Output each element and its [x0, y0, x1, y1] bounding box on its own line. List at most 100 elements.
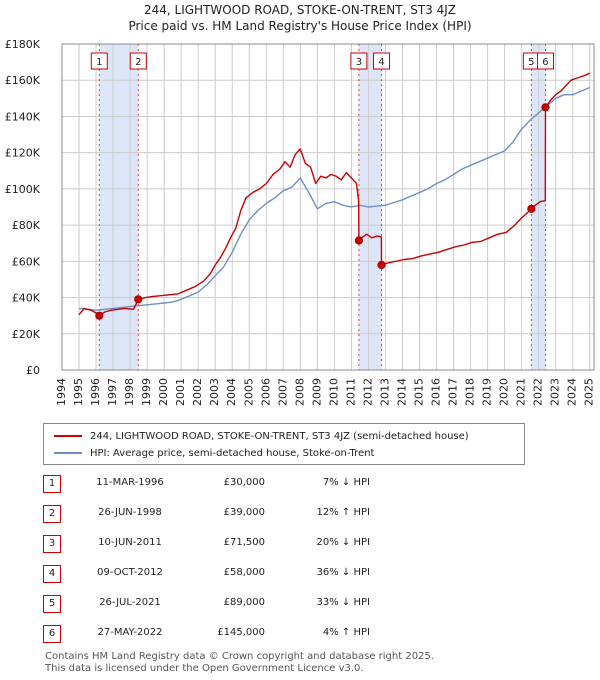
x-tick-label: 2003	[208, 378, 221, 406]
y-tick-label: £60K	[12, 255, 41, 268]
legend-label-hpi: HPI: Average price, semi-detached house,…	[90, 447, 375, 459]
x-tick-label: 2022	[532, 378, 545, 406]
sale-marker-box	[90, 52, 108, 70]
x-tick-label: 2015	[413, 378, 426, 406]
transaction-number: 4	[43, 565, 61, 583]
sale-marker-label: 5	[528, 57, 534, 68]
hpi-line	[78, 86, 590, 311]
x-tick-label: 1997	[106, 378, 119, 406]
x-tick-label: 2013	[378, 378, 391, 406]
transaction-date: 09-OCT-2012	[97, 567, 163, 578]
plot-border	[61, 43, 595, 371]
price-paid-line	[78, 72, 591, 317]
transaction-number: 6	[43, 625, 61, 643]
x-tick-label: 2006	[259, 378, 272, 406]
y-tick-label: £140K	[5, 110, 41, 123]
transaction-price: £89,000	[223, 597, 265, 608]
chart-legend: 244, LIGHTWOOD ROAD, STOKE-ON-TRENT, ST3…	[43, 423, 525, 465]
x-tick-label: 2021	[515, 378, 528, 406]
transaction-number: 1	[43, 475, 61, 493]
shaded-span	[99, 44, 139, 370]
legend-swatch-price	[54, 435, 82, 437]
x-tick-label: 2010	[327, 378, 340, 406]
plot-area	[62, 44, 594, 370]
chart-title: 244, LIGHTWOOD ROAD, STOKE-ON-TRENT, ST3…	[143, 3, 456, 17]
footer-copyright: Contains HM Land Registry data © Crown c…	[45, 651, 434, 662]
sale-marker-label: 2	[135, 57, 141, 68]
sale-point	[134, 295, 143, 304]
x-tick-label: 2002	[191, 378, 204, 406]
y-tick-label: £160K	[5, 74, 41, 87]
x-tick-label: 2007	[276, 378, 289, 406]
transaction-date: 11-MAR-1996	[96, 477, 164, 488]
sale-point	[354, 236, 363, 245]
legend-label-price: 244, LIGHTWOOD ROAD, STOKE-ON-TRENT, ST3…	[90, 430, 469, 442]
y-tick-label: £0	[26, 364, 40, 377]
x-tick-label: 2020	[498, 378, 511, 406]
y-tick-label: £180K	[5, 38, 41, 51]
x-tick-label: 2008	[293, 378, 306, 406]
x-tick-label: 2016	[430, 378, 443, 406]
x-tick-label: 1999	[140, 378, 153, 406]
transaction-price: £145,000	[217, 627, 265, 638]
x-tick-label: 2000	[157, 378, 170, 406]
transaction-hpi-diff: 4% ↑ HPI	[322, 627, 370, 638]
transaction-hpi-diff: 33% ↓ HPI	[316, 597, 370, 608]
x-tick-label: 2001	[174, 378, 187, 406]
transaction-hpi-diff: 20% ↓ HPI	[316, 537, 370, 548]
x-tick-label: 2012	[361, 378, 374, 406]
sale-marker-label: 1	[96, 57, 102, 68]
x-tick-label: 1998	[123, 378, 136, 406]
x-tick-label: 2017	[447, 378, 460, 406]
x-tick-label: 2025	[583, 378, 596, 406]
x-tick-label: 2004	[225, 378, 238, 406]
x-tick-label: 2024	[566, 378, 579, 406]
transaction-hpi-diff: 36% ↓ HPI	[316, 567, 370, 578]
sale-marker-label: 6	[542, 57, 548, 68]
table-row: 6 27-MAY-2022 £145,000 4% ↑ HPI	[0, 625, 600, 645]
table-row: 2 26-JUN-1998 £39,000 12% ↑ HPI	[0, 505, 600, 525]
transaction-price: £71,500	[223, 537, 265, 548]
transaction-price: £39,000	[223, 507, 265, 518]
y-tick-label: £100K	[5, 183, 41, 196]
y-tick-label: £40K	[12, 292, 41, 305]
x-tick-label: 2023	[549, 378, 562, 406]
x-tick-label: 1996	[89, 378, 102, 406]
y-tick-label: £20K	[12, 328, 41, 341]
sale-point	[541, 103, 550, 112]
sale-marker-box	[373, 52, 391, 70]
transaction-hpi-diff: 7% ↓ HPI	[322, 477, 370, 488]
y-tick-label: £80K	[12, 219, 41, 232]
x-tick-label: 2018	[464, 378, 477, 406]
x-tick-label: 2005	[242, 378, 255, 406]
transaction-date: 26-JUL-2021	[99, 597, 161, 608]
legend-entry-hpi: HPI: Average price, semi-detached house,…	[54, 445, 374, 461]
x-tick-label: 2011	[344, 378, 357, 406]
table-row: 4 09-OCT-2012 £58,000 36% ↓ HPI	[0, 565, 600, 585]
table-row: 5 26-JUL-2021 £89,000 33% ↓ HPI	[0, 595, 600, 615]
sale-marker-label: 4	[378, 57, 384, 68]
chart-subtitle: Price paid vs. HM Land Registry's House …	[128, 19, 472, 33]
x-tick-label: 2014	[395, 378, 408, 406]
footer-licence: This data is licensed under the Open Gov…	[45, 663, 364, 674]
transaction-number: 2	[43, 505, 61, 523]
sale-point	[95, 311, 104, 320]
transaction-price: £58,000	[223, 567, 265, 578]
transaction-date: 10-JUN-2011	[98, 537, 162, 548]
table-row: 3 10-JUN-2011 £71,500 20% ↓ HPI	[0, 535, 600, 555]
sale-marker-box	[536, 52, 554, 70]
legend-swatch-hpi	[54, 452, 82, 454]
sale-point	[527, 204, 536, 213]
sale-marker-label: 3	[356, 57, 362, 68]
transaction-number: 5	[43, 595, 61, 613]
transaction-price: £30,000	[223, 477, 265, 488]
transaction-date: 26-JUN-1998	[98, 507, 162, 518]
sale-marker-box	[350, 52, 368, 70]
price-chart: £0 £20K £40K £60K £80K £100K £120K £140K £160K £1…	[5, 38, 596, 406]
transaction-number: 3	[43, 535, 61, 553]
x-tick-label: 1995	[72, 378, 85, 406]
transaction-hpi-diff: 12% ↑ HPI	[316, 507, 370, 518]
legend-entry-price: 244, LIGHTWOOD ROAD, STOKE-ON-TRENT, ST3…	[54, 428, 469, 444]
x-tick-label: 2019	[481, 378, 494, 406]
sale-marker-box	[129, 52, 147, 70]
